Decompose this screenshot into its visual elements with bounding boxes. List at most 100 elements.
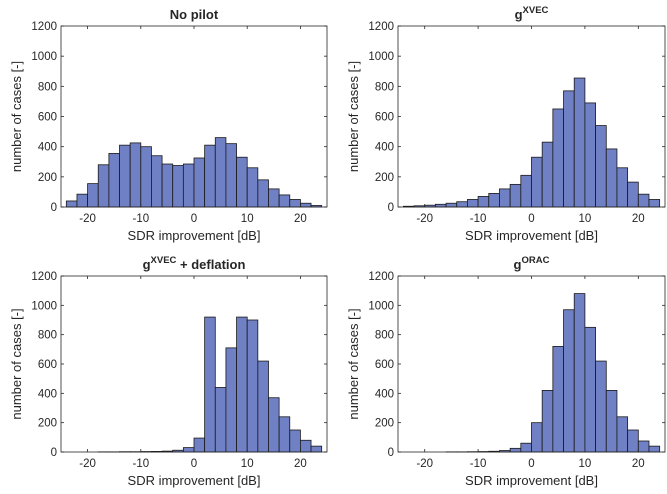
histogram-bar (182, 447, 195, 453)
y-tick-label: 600 (375, 359, 394, 371)
histogram-bar (172, 165, 184, 208)
y-tick-label: 0 (388, 447, 394, 459)
histogram-bar (509, 183, 522, 208)
histogram-bar (76, 193, 88, 208)
histogram-bar (236, 316, 248, 453)
histogram-bar (268, 188, 280, 208)
histogram-bar (246, 319, 259, 453)
x-axis-label: SDR improvement [dB] (128, 228, 261, 243)
histogram-bar (552, 345, 564, 453)
x-tick-label: 0 (528, 213, 534, 225)
histogram-bar (182, 163, 195, 208)
histogram-bar (584, 102, 596, 208)
panel-title-main: g (143, 257, 151, 272)
panel-title-superscript: XVEC (523, 5, 549, 16)
y-tick-label: 800 (38, 81, 57, 93)
histogram-bar (257, 179, 269, 208)
y-tick-label: 1200 (368, 271, 394, 283)
histogram-bar (648, 445, 661, 453)
panel-title: gXVEC (515, 5, 549, 22)
x-tick-label: 20 (632, 458, 645, 470)
panel-title-superscript: ORAC (521, 255, 549, 266)
histogram-bar (595, 125, 607, 208)
y-tick-label: 200 (38, 418, 57, 430)
histogram-bar (456, 201, 468, 208)
histogram-bar (445, 202, 458, 208)
y-tick-label: 1200 (31, 21, 57, 33)
histogram-bar (563, 309, 575, 453)
histogram-bar (552, 108, 564, 208)
y-axis-label: number of cases [-] (9, 61, 24, 172)
x-tick-label: 10 (579, 213, 592, 225)
y-axis-label: number of cases [-] (346, 61, 361, 172)
histogram-bar (193, 437, 206, 453)
y-tick-label: 800 (375, 81, 394, 93)
histogram-bar (541, 141, 554, 208)
x-tick-label: -10 (132, 458, 149, 470)
histogram-bar (225, 347, 237, 453)
histogram-bar (214, 137, 227, 208)
histogram-bar (310, 445, 323, 453)
y-tick-label: 0 (51, 447, 57, 459)
histogram-bar (108, 153, 120, 208)
x-tick-label: -10 (132, 213, 149, 225)
histogram-bar (204, 144, 216, 208)
panel-title-suffix: + deflation (176, 257, 245, 272)
panel-title-main: No pilot (170, 7, 219, 22)
histogram-bar (97, 164, 110, 208)
y-tick-label: 1000 (368, 51, 394, 63)
y-tick-label: 1000 (31, 51, 57, 63)
histogram-bar (193, 157, 206, 208)
x-tick-label: 0 (528, 458, 534, 470)
x-tick-label: -20 (79, 213, 96, 225)
histogram-bar (541, 389, 554, 453)
y-tick-label: 600 (38, 112, 57, 124)
y-tick-label: 400 (38, 142, 57, 154)
x-axis-label: SDR improvement [dB] (465, 228, 598, 243)
histogram-bar (616, 416, 629, 453)
histogram-bar (488, 193, 500, 208)
histogram-bar (573, 77, 586, 208)
y-tick-label: 800 (375, 330, 394, 342)
x-tick-label: 0 (191, 458, 197, 470)
histogram-bar (299, 439, 312, 453)
x-axis-label: SDR improvement [dB] (128, 473, 261, 488)
x-tick-label: -20 (79, 458, 96, 470)
histogram-bar (627, 429, 639, 453)
y-tick-label: 400 (375, 142, 394, 154)
y-tick-label: 1200 (31, 271, 57, 283)
histogram-bar (605, 389, 618, 453)
x-tick-label: 20 (294, 458, 307, 470)
panel-title-main: g (515, 7, 523, 22)
histogram-bar (214, 387, 227, 453)
histogram-bar (119, 144, 131, 208)
histogram-bar (65, 200, 78, 208)
histogram-bar (520, 174, 532, 208)
panel-title-main: g (514, 257, 522, 272)
histogram-bar (289, 429, 301, 453)
histogram-bar (161, 163, 174, 208)
y-tick-label: 600 (38, 359, 57, 371)
histogram-bar (246, 167, 259, 208)
histogram-bar (151, 155, 163, 208)
y-tick-label: 1200 (368, 21, 394, 33)
histogram-bar (531, 156, 543, 208)
histogram-bar (204, 316, 216, 453)
y-tick-label: 0 (51, 202, 57, 214)
y-tick-label: 200 (38, 172, 57, 184)
x-tick-label: 20 (294, 213, 307, 225)
histogram-bar (299, 202, 312, 208)
histogram-bar (637, 193, 650, 208)
histogram-bar (499, 188, 511, 208)
histogram-bar (129, 142, 142, 208)
panel-title: gXVEC + deflation (143, 255, 246, 272)
x-tick-label: -20 (416, 213, 433, 225)
y-tick-label: 400 (38, 388, 57, 400)
x-tick-label: 10 (579, 458, 592, 470)
histogram-bar (278, 194, 291, 208)
histogram-bar (616, 167, 629, 208)
histogram-bar (268, 397, 280, 453)
